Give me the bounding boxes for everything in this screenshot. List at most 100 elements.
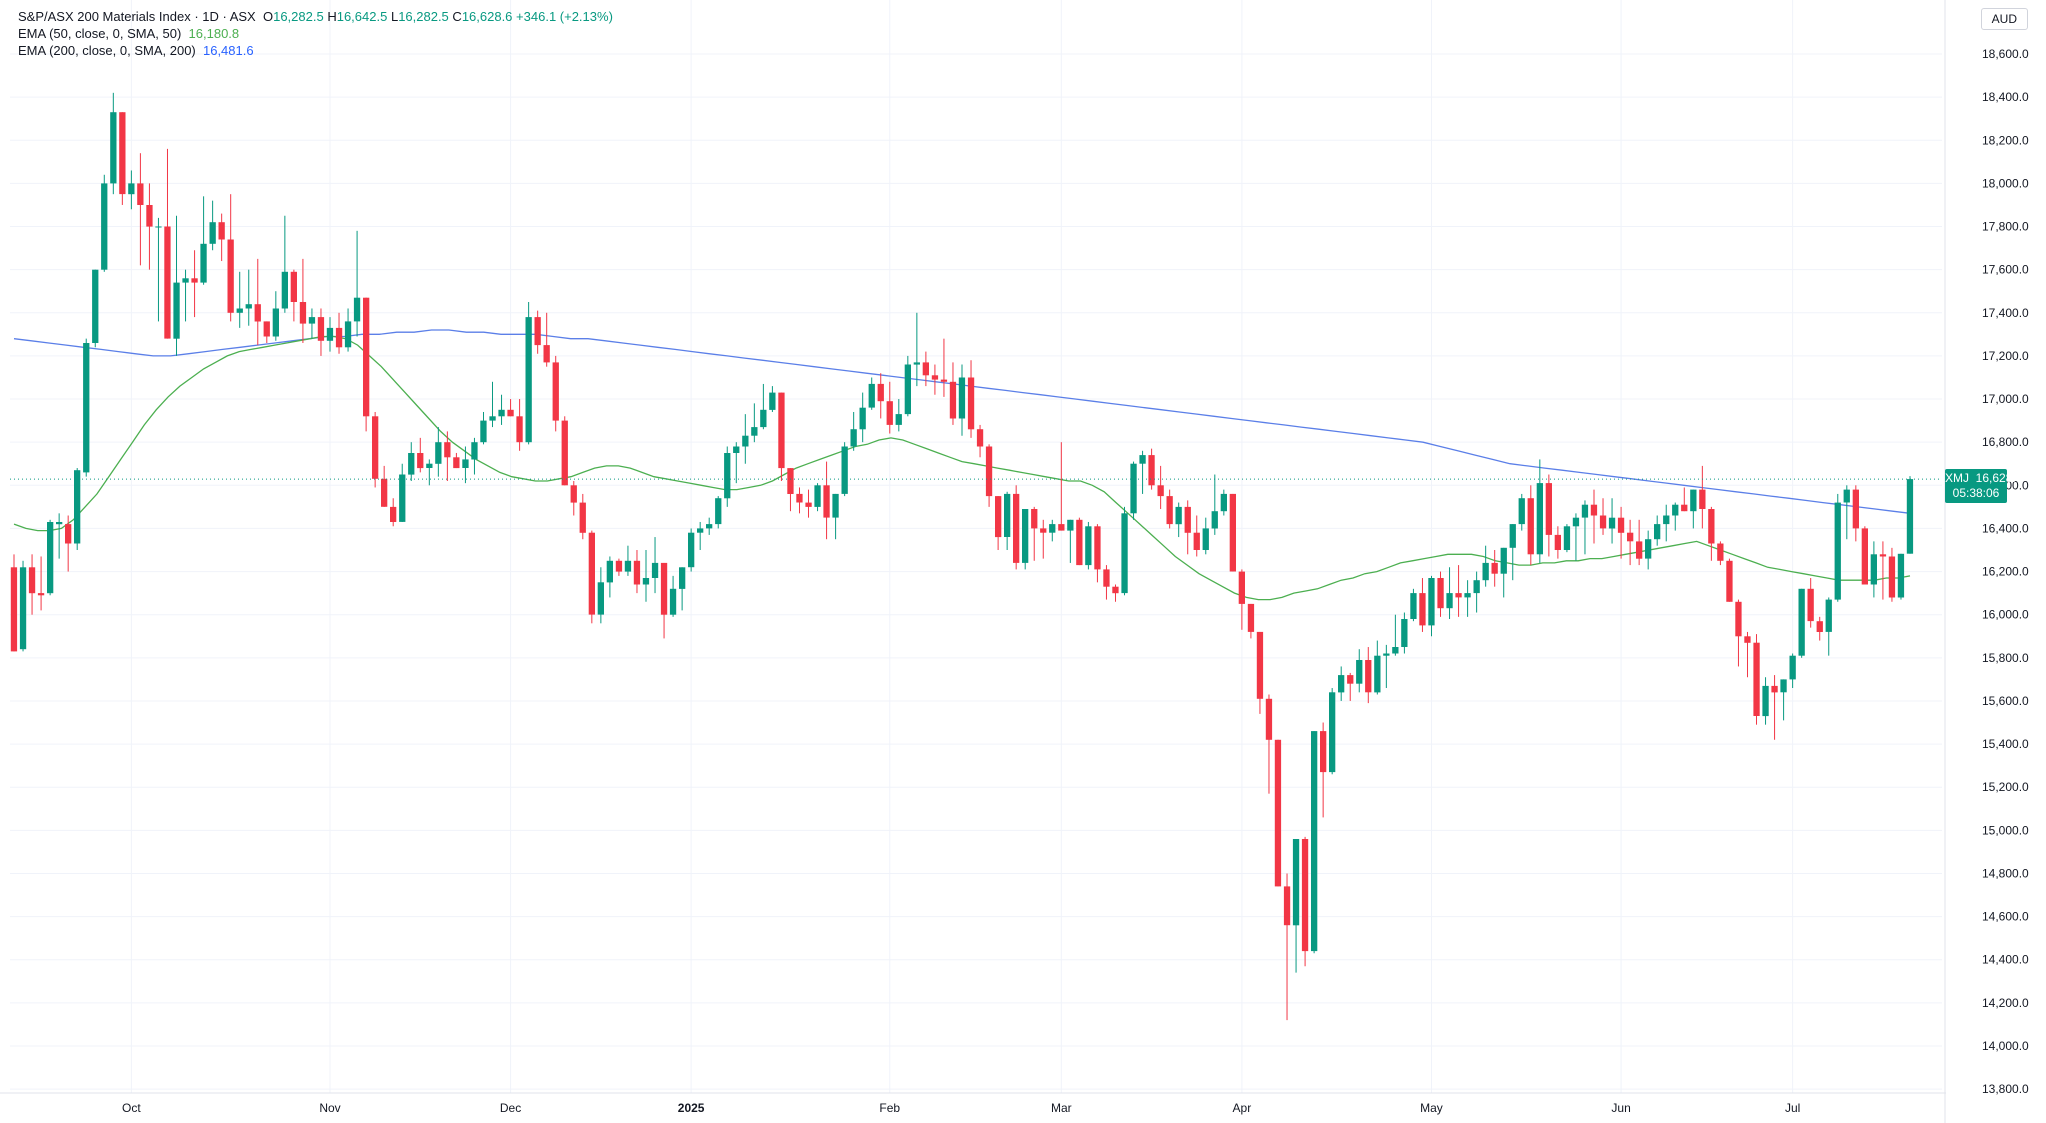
price-tick-label: 14,200.0 [1982,996,2029,1010]
candle-body [1744,636,1751,643]
candle [507,399,514,417]
candle-body [1283,886,1291,926]
candle [877,373,884,419]
price-tick-label: 18,200.0 [1982,133,2029,147]
candle-body [913,362,920,365]
candle [1410,588,1417,622]
candle-body [480,420,487,443]
close-value: 16,628.6 [461,9,513,24]
price-tick-label: 16,000.0 [1982,608,2029,622]
legend-ema50-row[interactable]: EMA (50, close, 0, SMA, 50) 16,180.8 [18,25,613,42]
candle [1807,578,1814,628]
candle [1022,509,1029,570]
legend-ema200-row[interactable]: EMA (200, close, 0, SMA, 200) 16,481.6 [18,42,613,59]
candle-body [1888,556,1896,598]
candle-body [1211,511,1218,529]
candle-body [164,226,171,339]
candle [769,386,776,412]
candle [1762,677,1769,725]
candle-body [1617,517,1625,533]
candle [1338,666,1345,701]
low-value: 16,282.5 [398,9,449,24]
candle [1256,631,1264,714]
price-tick-label: 18,600.0 [1982,47,2029,61]
candle-body [534,317,541,346]
candle [1771,675,1778,740]
candle [1599,498,1607,535]
candle [715,496,722,529]
chart-legend: S&P/ASX 200 Materials Index · 1D · ASX O… [18,8,613,59]
candle [904,355,911,417]
time-axis[interactable]: Oct Nov Dec 2025 Feb Mar Apr May Jun Jul [0,1092,1946,1115]
high-label: H [327,9,337,24]
candle-body [1500,547,1507,574]
time-tick-label: Feb [879,1101,900,1115]
candle-body [669,588,677,615]
currency-button[interactable]: AUD [1980,8,2028,30]
candle [390,498,397,527]
candle [344,308,352,352]
time-tick-label: Dec [500,1101,521,1115]
ema200-label[interactable]: EMA (200, close, 0, SMA, 200) [18,43,196,58]
candle [1563,524,1571,553]
candle [516,399,523,451]
candle-body [37,593,45,596]
candle [245,269,252,326]
candle-body [751,427,758,436]
candle-body [995,496,1002,538]
candle-body [814,485,821,507]
candle [1581,500,1589,555]
candle-body [390,506,397,522]
ema50-label[interactable]: EMA (50, close, 0, SMA, 50) [18,26,182,41]
candle-body [724,453,731,499]
candle-body [489,416,496,421]
candle-body [1897,553,1905,598]
time-tick-label: Oct [122,1101,141,1115]
candle-body [1374,655,1381,693]
price-tick-label: 17,600.0 [1982,263,2029,277]
candle-body [742,435,749,447]
candle-body [417,453,424,469]
candle [859,392,866,443]
candle [317,308,325,356]
candle [886,381,893,434]
candle [958,364,966,436]
candle [209,200,216,251]
candle [669,575,677,617]
candle [426,459,433,486]
candle-body [1157,485,1164,497]
candle-body [922,362,929,376]
candle-body [1627,532,1634,542]
candle-body [832,493,839,518]
candle-body [1085,526,1092,566]
candle [1735,599,1742,667]
candle-body [985,446,993,497]
price-tick-label: 17,400.0 [1982,306,2029,320]
candle [642,550,650,602]
candle-body [65,524,72,544]
candle [10,554,18,652]
symbol-title[interactable]: S&P/ASX 200 Materials Index · 1D · ASX [18,9,256,24]
price-tick-label: 17,200.0 [1982,349,2029,363]
candle-body [1735,601,1742,637]
legend-ohlc-row[interactable]: S&P/ASX 200 Materials Index · 1D · ASX O… [18,8,613,25]
candle [299,258,307,343]
candle [1067,519,1074,563]
candle-layer [10,92,1914,1021]
candle [1040,519,1047,559]
price-tick-label: 15,000.0 [1982,823,2029,837]
candle [976,424,984,458]
candle-body [1771,685,1778,693]
price-axis[interactable]: 13,800.0 14,000.0 14,200.0 14,400.0 14,600.0… [1944,0,2029,1123]
candle-body [110,112,117,184]
candle [1744,631,1751,678]
candle-body [1654,524,1661,540]
candle [1690,489,1697,529]
candle [444,431,451,481]
price-tick-label: 16,200.0 [1982,565,2029,579]
time-tick-label: May [1420,1101,1443,1115]
candle [200,196,207,285]
price-tick-label: 18,000.0 [1982,176,2029,190]
